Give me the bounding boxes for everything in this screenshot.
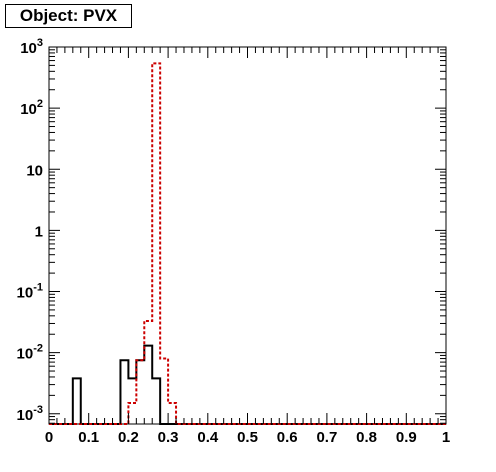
x-tick-label: 0 [45, 429, 53, 446]
series-2-line [49, 62, 446, 425]
chart-title: Object: PVX [5, 4, 132, 28]
y-tick-label: 10 [26, 162, 43, 179]
y-tick-label: 1 [35, 223, 43, 240]
x-axis: 0 0.1 0.2 0.3 0.4 0.5 0.6 0.7 0.8 0.9 1 [45, 47, 450, 446]
x-tick-label: 1 [442, 429, 450, 446]
x-tick-label: 0.7 [316, 429, 337, 446]
x-tick-label: 0.6 [277, 429, 298, 446]
x-tick-label: 0.9 [396, 429, 417, 446]
plot-frame [48, 46, 447, 425]
x-tick-label: 0.8 [356, 429, 377, 446]
series-layer [49, 62, 446, 425]
x-tick-label: 0.2 [118, 429, 139, 446]
y-axis: 10-3 10-2 10-1 1 10 102 103 [17, 37, 446, 424]
x-tick-label: 0.1 [78, 429, 99, 446]
series-1-line [49, 344, 446, 425]
y-tick-label: 102 [20, 98, 43, 118]
y-tick-label: 10-3 [17, 404, 43, 424]
x-tick-label: 0.3 [158, 429, 179, 446]
x-tick-label: 0.5 [237, 429, 258, 446]
y-tick-label: 10-2 [17, 343, 43, 363]
x-tick-label: 0.4 [197, 429, 219, 446]
y-tick-label: 103 [20, 37, 43, 57]
y-tick-label: 10-1 [17, 282, 43, 302]
